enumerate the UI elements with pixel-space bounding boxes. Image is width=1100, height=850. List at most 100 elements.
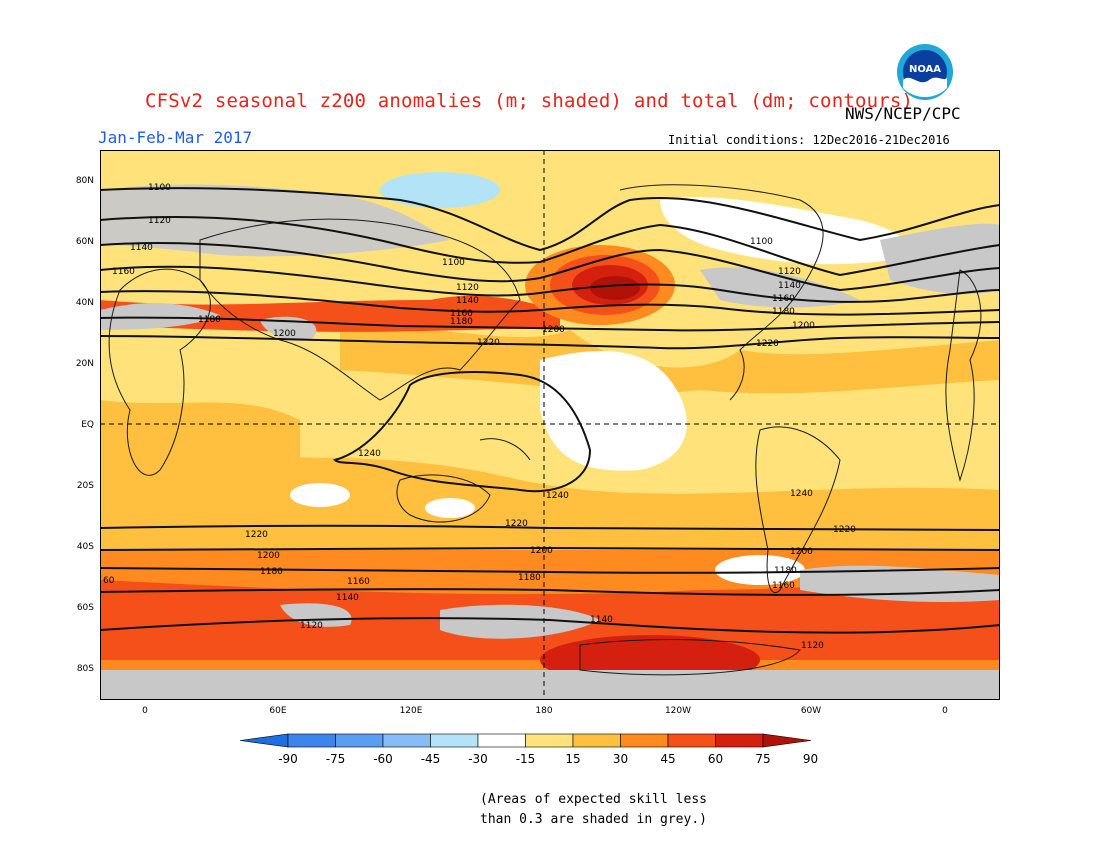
- colorbar-label: -30: [468, 752, 488, 766]
- anomaly-near-zero-pacific: [540, 351, 687, 471]
- contour-label: 1200: [792, 321, 815, 331]
- contour-label: 1200: [257, 551, 280, 561]
- anomaly-negative-arctic: [380, 172, 500, 208]
- low-skill-region: [700, 267, 860, 308]
- anomaly-near-zero: [425, 498, 475, 518]
- colorbar-box: [335, 733, 384, 748]
- lat-label: 40N: [76, 298, 94, 308]
- contour-label: 1160: [450, 309, 473, 319]
- contour-label: 1200: [273, 329, 296, 339]
- colorbar-box: [620, 733, 669, 748]
- low-skill-region: [100, 303, 220, 330]
- contour-label: 60: [103, 576, 115, 586]
- lon-label: 120E: [400, 706, 423, 716]
- contour-label: 1160: [772, 294, 795, 304]
- colorbar-label: -15: [516, 752, 536, 766]
- lat-label: 60S: [77, 603, 94, 613]
- noaa-logo: NOAA: [897, 44, 953, 100]
- map-frame: [100, 150, 1000, 700]
- low-skill-eurasia: [100, 184, 450, 257]
- lon-label: 0: [142, 706, 148, 716]
- colorbar-label: 90: [803, 752, 818, 766]
- anomaly-area: [100, 400, 300, 480]
- lon-label: 120W: [665, 706, 691, 716]
- contour-label: 1140: [336, 593, 359, 603]
- low-skill-region: [880, 223, 1000, 295]
- contour-label: 1160: [347, 577, 370, 587]
- contour-label: 1240: [546, 491, 569, 501]
- contour-label: 1140: [778, 281, 801, 291]
- colorbar-label: 15: [565, 752, 580, 766]
- low-skill-region: [260, 316, 317, 342]
- contour-label: 1140: [456, 296, 479, 306]
- lon-label: 0: [942, 706, 948, 716]
- noaa-logo-text: NOAA: [909, 64, 941, 75]
- contour-label: 1200: [542, 325, 565, 335]
- colorbar-arrow-high: [762, 733, 812, 748]
- colorbar-label: 60: [708, 752, 723, 766]
- contour-label: 1160: [112, 267, 135, 277]
- anomaly-near-zero-na: [660, 197, 909, 265]
- colorbar-label: 45: [660, 752, 675, 766]
- contour-label: 1180: [518, 573, 541, 583]
- colorbar-box: [572, 733, 621, 748]
- contour-label: 1220: [756, 339, 779, 349]
- footnote-line-1: (Areas of expected skill less: [480, 792, 707, 807]
- anomaly-band-south: [100, 450, 1000, 570]
- contour-label: 1240: [358, 449, 381, 459]
- lat-label: 80S: [77, 664, 94, 674]
- contour-label: 1180: [198, 315, 221, 325]
- anomaly-north-belt: [100, 295, 560, 332]
- height-contours: [100, 187, 1000, 634]
- contour-label: 1220: [477, 338, 500, 348]
- lon-label: 60W: [801, 706, 821, 716]
- contour-label: 1120: [801, 641, 824, 651]
- agency-label: NWS/NCEP/CPC: [845, 104, 961, 123]
- lon-label: 180: [535, 706, 552, 716]
- contour-label: 1180: [260, 567, 283, 577]
- low-skill-antarctica: [100, 670, 1000, 700]
- contour-label: 1220: [833, 525, 856, 535]
- lon-label: 60E: [269, 706, 286, 716]
- contour-label: 1100: [442, 258, 465, 268]
- colorbar-box: [287, 733, 336, 748]
- contour-label: 1220: [245, 530, 268, 540]
- lat-label: 80N: [76, 176, 94, 186]
- contour-label: 1120: [300, 621, 323, 631]
- lat-label: EQ: [81, 420, 94, 430]
- colorbar-label: -45: [421, 752, 441, 766]
- contour-label: 1200: [530, 546, 553, 556]
- colorbar-label: 75: [755, 752, 770, 766]
- colorbar-box: [382, 733, 431, 748]
- colorbar-label: -60: [373, 752, 393, 766]
- contour-label: 1240: [790, 489, 813, 499]
- colorbar-box: [525, 733, 574, 748]
- chart-title: CFSv2 seasonal z200 anomalies (m; shaded…: [145, 90, 914, 112]
- initial-conditions: Initial conditions: 12Dec2016-21Dec2016: [668, 133, 950, 147]
- colorbar-label: 30: [613, 752, 628, 766]
- low-skill-region: [440, 604, 600, 639]
- contour-label: 1100: [750, 237, 773, 247]
- colorbar-box: [477, 733, 526, 748]
- anomaly-near-zero: [715, 555, 805, 585]
- map-panel: 1100 1120 1140 1160 1180 1200 1220 1100 …: [100, 150, 1000, 700]
- contour-label: 1200: [790, 547, 813, 557]
- colorbar-box: [667, 733, 716, 748]
- anomaly-near-zero: [290, 483, 350, 507]
- contour-label: 1120: [148, 216, 171, 226]
- contour-label: 1180: [450, 317, 473, 327]
- forecast-period: Jan-Feb-Mar 2017: [98, 128, 253, 147]
- contour-label: 1100: [148, 183, 171, 193]
- colorbar-box: [430, 733, 479, 748]
- contour-label: 1120: [778, 267, 801, 277]
- contour-label: 1140: [130, 243, 153, 253]
- contour-label: 1160: [772, 581, 795, 591]
- anomaly-npac-core: [590, 276, 640, 300]
- colorbar-arrow-low: [239, 733, 289, 748]
- contour-label: 1120: [456, 283, 479, 293]
- lat-label: 60N: [76, 237, 94, 247]
- colorbar-label: -90: [278, 752, 298, 766]
- contour-label: 1180: [774, 566, 797, 576]
- longitude-axis: 0 60E 120E 180 120W 60W 0: [142, 706, 948, 716]
- footnote-line-2: than 0.3 are shaded in grey.): [480, 812, 707, 827]
